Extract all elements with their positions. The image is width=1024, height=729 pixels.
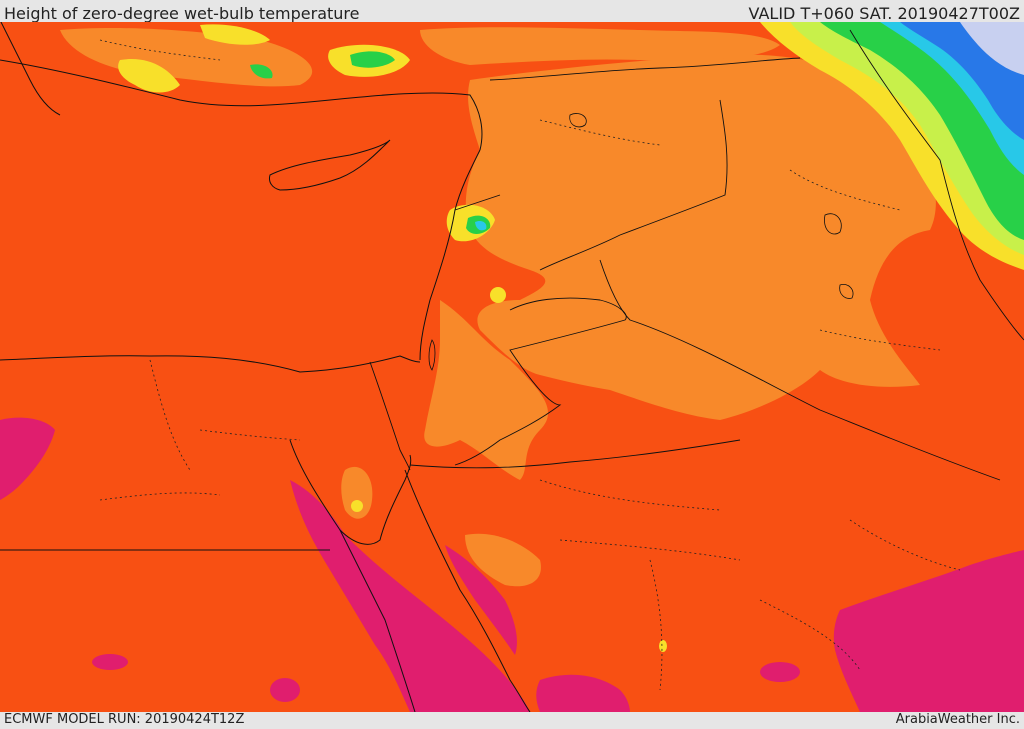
header-bar: Height of zero-degree wet-bulb temperatu… bbox=[0, 0, 1024, 23]
magenta-region-red-sea-east bbox=[445, 545, 517, 655]
valid-time: VALID T+060 SAT. 20190427T00Z bbox=[748, 4, 1020, 23]
lake-habbaniyah bbox=[839, 283, 854, 299]
border-saudi-north bbox=[409, 439, 741, 469]
lakes bbox=[428, 113, 854, 371]
magenta-spot-1 bbox=[92, 654, 128, 670]
admin-border-se-2 bbox=[759, 599, 861, 671]
admin-border-turkey-1 bbox=[99, 39, 221, 61]
coastlines bbox=[0, 22, 531, 712]
yellow-band-turkey-3 bbox=[200, 24, 270, 45]
yellow-spot-sinai bbox=[351, 500, 363, 512]
light-orange-region-jordan bbox=[424, 300, 549, 480]
border-syria-iraq bbox=[539, 99, 728, 271]
coastline-turkey-south bbox=[0, 59, 483, 151]
admin-border-saudi-2 bbox=[559, 539, 741, 561]
lake-tharthar bbox=[824, 213, 842, 235]
admin-borders bbox=[99, 39, 961, 691]
magenta-region-south bbox=[536, 674, 630, 712]
coastline-red-sea-west bbox=[339, 529, 416, 712]
yellow-spot-jordan bbox=[490, 287, 506, 303]
border-syria-lebanon bbox=[454, 194, 501, 211]
magenta-spot-2 bbox=[270, 678, 300, 702]
magenta-region-red-sea bbox=[290, 480, 530, 712]
light-orange-region-saudi bbox=[465, 533, 541, 587]
lavender-band-ne bbox=[960, 22, 1024, 75]
green-band-turkey-4 bbox=[250, 64, 273, 79]
admin-border-saudi-1 bbox=[539, 479, 721, 511]
green-band-turkey bbox=[350, 51, 395, 68]
border-egypt-israel bbox=[369, 361, 411, 471]
border-jordan bbox=[454, 297, 627, 466]
lake-assad bbox=[569, 113, 587, 128]
light-orange-region-north bbox=[465, 54, 936, 420]
admin-border-iraq-2 bbox=[819, 329, 941, 351]
admin-border-syria-1 bbox=[539, 119, 661, 146]
coastline-aegean bbox=[0, 22, 61, 116]
border-iran-iraq bbox=[849, 29, 1024, 341]
coastline-sinai-gulf bbox=[289, 439, 412, 545]
admin-border-egypt-2 bbox=[199, 429, 301, 441]
admin-border-iraq-1 bbox=[789, 169, 901, 211]
border-iraq-saudi bbox=[599, 259, 1001, 481]
footer-bar: ECMWF MODEL RUN: 20190424T12Z ArabiaWeat… bbox=[0, 712, 1024, 729]
border-syria-turkey bbox=[489, 57, 801, 81]
credit-label: ArabiaWeather Inc. bbox=[895, 712, 1020, 727]
magenta-region-se bbox=[833, 550, 1024, 712]
light-orange-region-sinai bbox=[341, 466, 373, 519]
dead-sea bbox=[428, 339, 436, 371]
magenta-spot-3 bbox=[760, 662, 800, 682]
yellow-band-turkey bbox=[118, 59, 180, 93]
light-orange-region-turkey-east bbox=[420, 27, 780, 65]
yellow-spot-saudi bbox=[659, 640, 667, 652]
model-run-label: ECMWF MODEL RUN: 20190424T12Z bbox=[4, 712, 245, 727]
admin-border-egypt-1 bbox=[149, 359, 191, 471]
map-title: Height of zero-degree wet-bulb temperatu… bbox=[4, 4, 360, 23]
coastline-levant bbox=[419, 149, 481, 361]
magenta-region-west bbox=[0, 417, 55, 500]
political-borders bbox=[0, 29, 1024, 551]
cyan-band-lebanon bbox=[475, 220, 487, 231]
admin-border-egypt-3 bbox=[99, 492, 221, 501]
coastline-egypt-north bbox=[0, 355, 421, 373]
weather-map[interactable] bbox=[0, 22, 1024, 712]
coastline-red-sea-east bbox=[404, 469, 531, 712]
cyprus bbox=[269, 139, 391, 191]
